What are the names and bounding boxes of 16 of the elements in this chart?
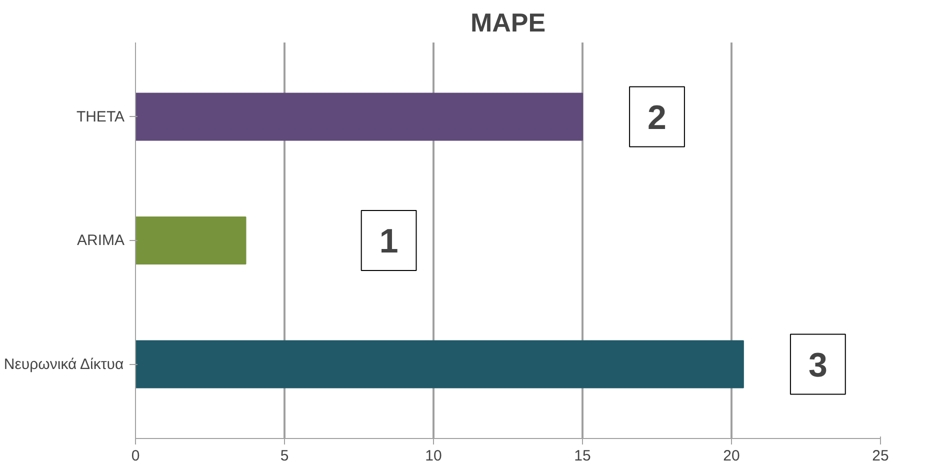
x-tick-label: 25 — [872, 448, 889, 464]
chart-title: MAPE — [470, 8, 546, 38]
y-tick-label: ARIMA — [76, 232, 125, 249]
x-tick-label: 5 — [280, 448, 289, 464]
bar — [136, 340, 744, 388]
y-tick-label: THETA — [76, 108, 125, 126]
x-tick-label: 15 — [574, 448, 591, 464]
x-tick-label: 0 — [131, 448, 140, 464]
bar — [136, 216, 246, 265]
x-tick-label: 10 — [425, 448, 442, 464]
annotation: 1 — [379, 222, 398, 260]
y-tick-label: Νευρωνικά Δίκτυα — [4, 356, 124, 373]
annotation: 3 — [808, 346, 828, 384]
annotation: 2 — [648, 98, 666, 137]
x-tick-label: 20 — [723, 448, 740, 464]
bar — [136, 92, 583, 141]
